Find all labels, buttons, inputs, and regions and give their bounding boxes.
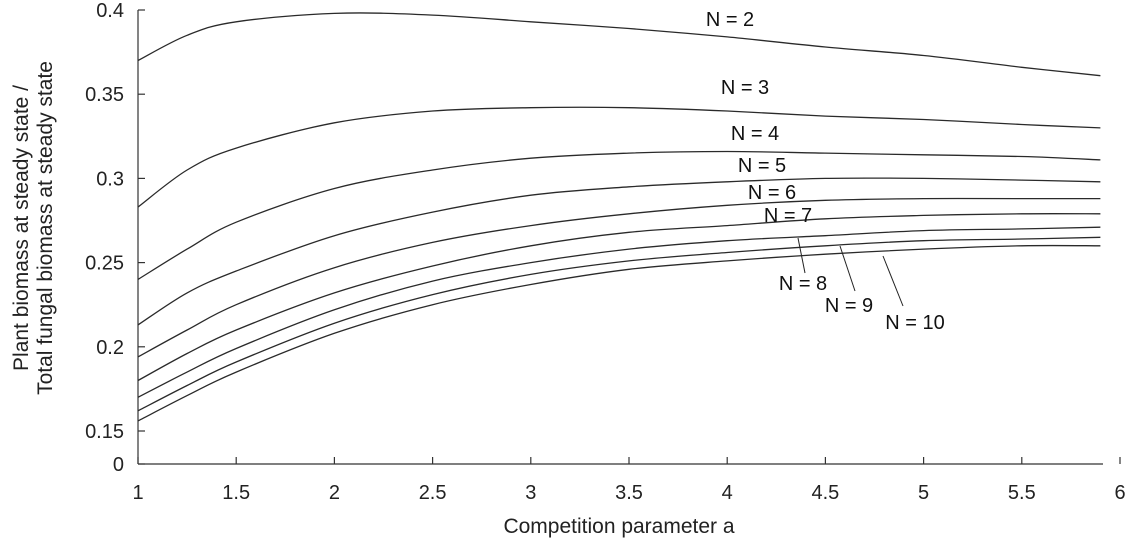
series-line-n9 bbox=[137, 236, 1101, 412]
y-tick-label: 0.15 bbox=[85, 421, 124, 443]
series-line-n3 bbox=[137, 106, 1101, 208]
y-ticks: 0 0.15 0.2 0.25 0.3 0.35 0.4 bbox=[85, 0, 145, 476]
x-ticks: 1 1.5 2 2.5 3 3.5 4 4.5 5 5.5 6 bbox=[132, 457, 1126, 504]
series-label-n3: N = 3 bbox=[721, 77, 769, 99]
y-tick-label: 0.2 bbox=[96, 337, 124, 359]
series-line-n5 bbox=[137, 177, 1101, 326]
label-leader-line bbox=[797, 237, 806, 274]
label-leader-line bbox=[839, 245, 856, 292]
x-axis-title: Competition parameter a bbox=[503, 515, 734, 538]
series-label-n6: N = 6 bbox=[748, 182, 796, 204]
x-tick-label: 6 bbox=[1114, 482, 1125, 504]
y-tick-label: 0.4 bbox=[96, 0, 124, 22]
series-label-n4: N = 4 bbox=[731, 123, 779, 145]
series-label-n7: N = 7 bbox=[764, 205, 812, 227]
series-line-n10 bbox=[137, 244, 1101, 422]
y-tick-label: 0.3 bbox=[96, 168, 124, 190]
y-axis-title-line-1: Plant biomass at steady state / bbox=[10, 85, 33, 371]
series-label-n9: N = 9 bbox=[825, 295, 873, 317]
series-lines bbox=[137, 12, 1101, 422]
y-tick-label: 0.35 bbox=[85, 84, 124, 106]
x-tick-label: 5 bbox=[918, 482, 929, 504]
y-axis-title-line-2: Total fungal biomass at steady state bbox=[34, 61, 57, 395]
series-line-n7 bbox=[137, 213, 1101, 382]
series-labels: N = 2 N = 3 N = 4 N = 5 N = 6N = 7 N = 8N = 9… bbox=[706, 9, 945, 334]
x-tick-label: 2 bbox=[329, 482, 340, 504]
x-tick-label: 5.5 bbox=[1008, 482, 1036, 504]
label-leader-line bbox=[882, 255, 904, 307]
y-tick-label: 0 bbox=[113, 454, 124, 476]
x-tick-label: 3.5 bbox=[615, 482, 643, 504]
series-label-n2: N = 2 bbox=[706, 9, 754, 31]
x-tick-label: 3 bbox=[525, 482, 536, 504]
series-label-n5: N = 5 bbox=[738, 155, 786, 177]
series-line-n6 bbox=[137, 197, 1101, 358]
series-label-n10: N = 10 bbox=[885, 312, 944, 334]
x-tick-label: 2.5 bbox=[419, 482, 447, 504]
axes bbox=[137, 10, 1103, 465]
x-tick-label: 4.5 bbox=[811, 482, 839, 504]
y-tick-label: 0.25 bbox=[85, 253, 124, 275]
y-axis-title: Plant biomass at steady state / Total fu… bbox=[10, 61, 57, 395]
series-line-n8 bbox=[137, 226, 1101, 398]
x-tick-label: 4 bbox=[722, 482, 733, 504]
x-tick-label: 1.5 bbox=[222, 482, 250, 504]
series-line-n2 bbox=[137, 12, 1101, 77]
x-tick-label: 1 bbox=[132, 482, 143, 504]
series-line-n4 bbox=[137, 150, 1101, 280]
series-label-n8: N = 8 bbox=[779, 273, 827, 295]
